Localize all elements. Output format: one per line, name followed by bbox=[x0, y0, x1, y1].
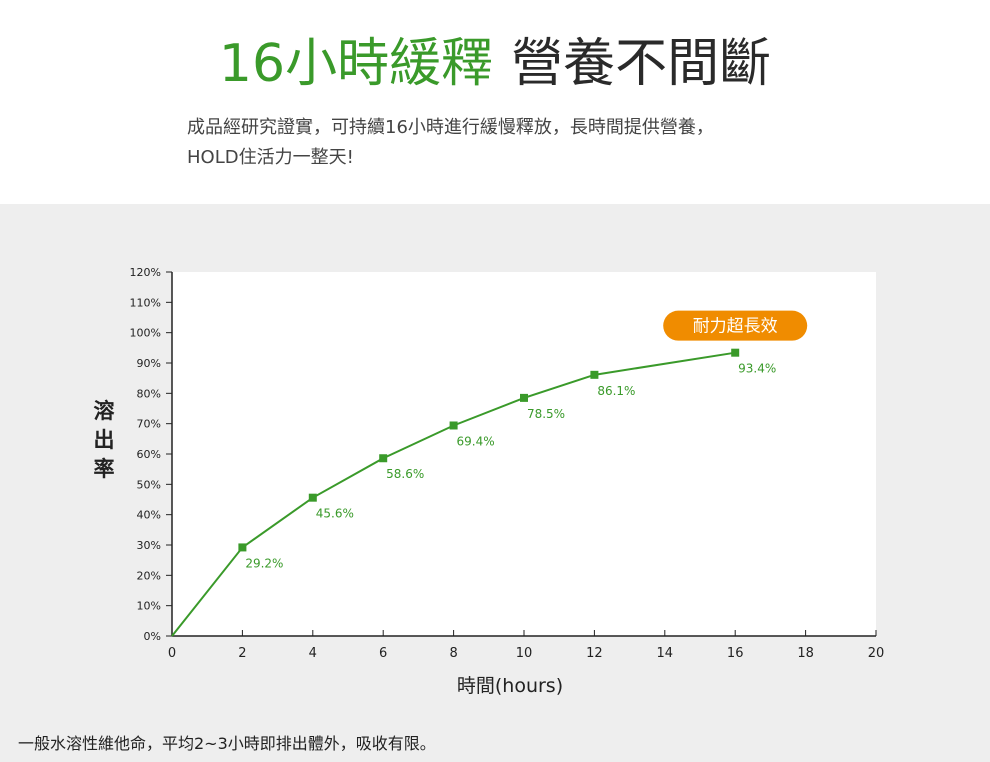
data-point bbox=[520, 393, 528, 402]
intro-line-2: HOLD住活力一整天! bbox=[187, 147, 354, 168]
y-tick-label: 60% bbox=[137, 448, 161, 461]
y-tick-label: 50% bbox=[137, 478, 161, 491]
data-point bbox=[449, 421, 458, 430]
data-point bbox=[590, 370, 599, 379]
x-tick-label: 20 bbox=[868, 646, 885, 661]
x-axis-label: 時間(hours) bbox=[457, 675, 563, 697]
data-label: 45.6% bbox=[316, 507, 354, 521]
data-label: 29.2% bbox=[245, 556, 283, 570]
intro-line-1: 成品經研究證實，可持續16小時進行緩慢釋放，長時間提供營養， bbox=[187, 117, 714, 138]
data-point bbox=[731, 348, 740, 357]
annotation-text: 耐力超長效 bbox=[693, 317, 778, 337]
y-tick-label: 90% bbox=[137, 357, 161, 370]
dissolution-chart: 0%10%20%30%40%50%60%70%80%90%100%110%120… bbox=[94, 266, 885, 697]
data-label: 86.1% bbox=[597, 384, 635, 398]
x-tick-label: 12 bbox=[586, 646, 603, 661]
y-tick-label: 80% bbox=[137, 387, 161, 400]
y-tick-label: 40% bbox=[137, 509, 161, 522]
data-point bbox=[308, 493, 317, 502]
title-main: 營養不間斷 bbox=[511, 34, 772, 94]
x-tick-label: 0 bbox=[168, 646, 176, 661]
data-point bbox=[379, 454, 388, 463]
x-tick-label: 10 bbox=[516, 646, 533, 661]
x-tick-label: 4 bbox=[309, 646, 317, 661]
x-tick-label: 18 bbox=[797, 646, 814, 661]
y-tick-label: 10% bbox=[137, 600, 161, 613]
data-label: 78.5% bbox=[527, 407, 565, 421]
intro-text: 成品經研究證實，可持續16小時進行緩慢釋放，長時間提供營養， HOLD住活力一整… bbox=[187, 113, 847, 173]
x-tick-label: 16 bbox=[727, 646, 744, 661]
x-tick-label: 6 bbox=[379, 646, 387, 661]
data-point bbox=[238, 543, 247, 552]
y-tick-label: 110% bbox=[130, 296, 161, 309]
x-tick-label: 14 bbox=[657, 646, 674, 661]
x-tick-label: 8 bbox=[449, 646, 457, 661]
y-tick-label: 120% bbox=[130, 266, 161, 279]
y-axis-label: 溶出率 bbox=[94, 399, 115, 481]
y-tick-label: 70% bbox=[137, 418, 161, 431]
data-label: 58.6% bbox=[386, 467, 424, 481]
y-tick-label: 0% bbox=[144, 630, 161, 643]
x-tick-label: 2 bbox=[238, 646, 246, 661]
title-highlight: 16小時緩釋 bbox=[218, 34, 494, 94]
y-tick-label: 20% bbox=[137, 569, 161, 582]
footnote: 一般水溶性維他命，平均2~3小時即排出體外，吸收有限。 bbox=[18, 734, 436, 753]
series-line bbox=[171, 351, 736, 637]
hero-section: 16小時緩釋 營養不間斷 成品經研究證實，可持續16小時進行緩慢釋放，長時間提供營… bbox=[0, 0, 990, 204]
page-title: 16小時緩釋 營養不間斷 bbox=[0, 28, 990, 100]
y-tick-label: 100% bbox=[130, 327, 161, 340]
data-label: 69.4% bbox=[457, 434, 495, 448]
data-label: 93.4% bbox=[738, 362, 776, 376]
annotation-badge bbox=[663, 310, 808, 341]
y-tick-label: 30% bbox=[137, 539, 161, 552]
